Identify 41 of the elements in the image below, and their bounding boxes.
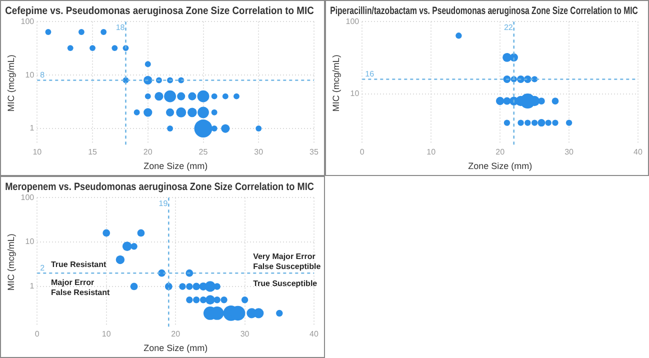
y-axis-title: MIC (mcg/mL)	[6, 54, 16, 112]
ref-line-label: 19	[158, 198, 168, 208]
x-tick-label: 35	[310, 148, 319, 157]
annotation: Very Major Error False Susceptible	[253, 252, 322, 272]
ref-line-label: 18	[116, 22, 126, 32]
y-tick-label: 10	[25, 237, 35, 246]
y-tick-label: 1	[30, 282, 35, 291]
x-tick-label: 15	[88, 148, 98, 157]
y-tick-label: 10	[25, 70, 35, 80]
y-tick-label: 1	[30, 124, 35, 133]
x-tick-label: 20	[171, 330, 181, 339]
x-tick-label: 25	[198, 148, 208, 157]
x-axis-title: Zone Size (mm)	[468, 161, 532, 172]
x-axis-title: Zone Size (mm)	[144, 343, 208, 354]
x-tick-label: 30	[254, 148, 264, 157]
y-tick-label: 100	[346, 16, 360, 26]
ref-line-label: 22	[504, 22, 514, 32]
y-tick-label: 100	[20, 16, 35, 26]
ref-line-label: 8	[40, 70, 46, 80]
x-axis-title: Zone Size (mm)	[144, 161, 208, 172]
x-tick-label: 10	[102, 330, 112, 339]
chart-title: Meropenem vs. Pseudomonas aeruginosa Zone Size Correlation to MIC	[5, 182, 314, 194]
y-axis-title: MIC (mcg/mL)	[330, 54, 341, 112]
x-tick-label: 40	[310, 330, 319, 339]
chart-title: Piperacillin/tazobactam vs. Pseudomonas aeruginosa Zone Size Correlation to MIC	[330, 5, 638, 16]
x-tick-label: 20	[143, 148, 153, 157]
ref-line-label: 16	[365, 69, 375, 78]
y-tick-label: 100	[20, 192, 35, 202]
chart-title: Cefepime vs. Pseudomonas aeruginosa Zone Size Correlation to MIC	[5, 6, 314, 18]
annotation: True Resistant	[50, 260, 106, 269]
annotation: True Susceptible	[253, 279, 318, 288]
x-tick-label: 10	[426, 148, 436, 157]
ref-line-label: 2	[40, 263, 46, 272]
x-tick-label: 30	[564, 148, 574, 157]
annotation: Major Error False Resistant	[50, 278, 110, 297]
x-tick-label: 0	[360, 148, 365, 157]
x-tick-label: 20	[496, 148, 506, 157]
x-tick-label: 0	[34, 330, 40, 339]
y-axis-title: MIC (mcg/mL)	[6, 234, 16, 291]
x-tick-label: 30	[240, 330, 250, 339]
x-tick-label: 40	[634, 148, 643, 157]
